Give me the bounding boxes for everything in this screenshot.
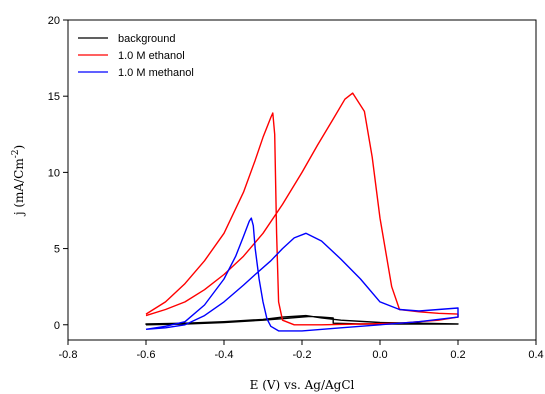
x-tick-label: -0.2: [293, 349, 312, 361]
x-tick-label: 0.4: [528, 349, 543, 361]
legend-label-ethanol: 1.0 M ethanol: [118, 50, 185, 62]
x-tick-label: -0.4: [215, 349, 234, 361]
y-tick-label: 10: [48, 167, 60, 179]
y-tick-label: 5: [54, 244, 60, 256]
y-axis: 0 5 10 15 20: [48, 15, 68, 332]
x-tick-label: 0.0: [372, 349, 387, 361]
y-tick-label: 15: [48, 91, 60, 103]
x-axis: -0.8 -0.6 -0.4 -0.2 0.0 0.2 0.4: [59, 340, 544, 361]
x-tick-label: -0.8: [59, 349, 78, 361]
series-layer: [146, 93, 458, 331]
y-axis-title-main: j (mA/Cm: [12, 158, 26, 217]
series-line-0: [146, 316, 458, 325]
x-axis-title: E (V) vs. Ag/AgCl: [250, 378, 355, 392]
y-axis-title-exponent: -2: [11, 150, 21, 159]
y-tick-label: 0: [54, 320, 60, 332]
series-line-1: [146, 93, 458, 325]
legend-label-background: background: [118, 33, 176, 45]
x-tick-label: -0.6: [137, 349, 156, 361]
legend-label-methanol: 1.0 M methanol: [118, 67, 194, 79]
y-axis-title: j (mA/Cm-2): [11, 145, 26, 217]
x-tick-label: 0.2: [450, 349, 465, 361]
y-axis-title-suffix: ): [12, 145, 26, 150]
y-tick-label: 20: [48, 15, 60, 27]
legend: background 1.0 M ethanol 1.0 M methanol: [78, 33, 194, 79]
